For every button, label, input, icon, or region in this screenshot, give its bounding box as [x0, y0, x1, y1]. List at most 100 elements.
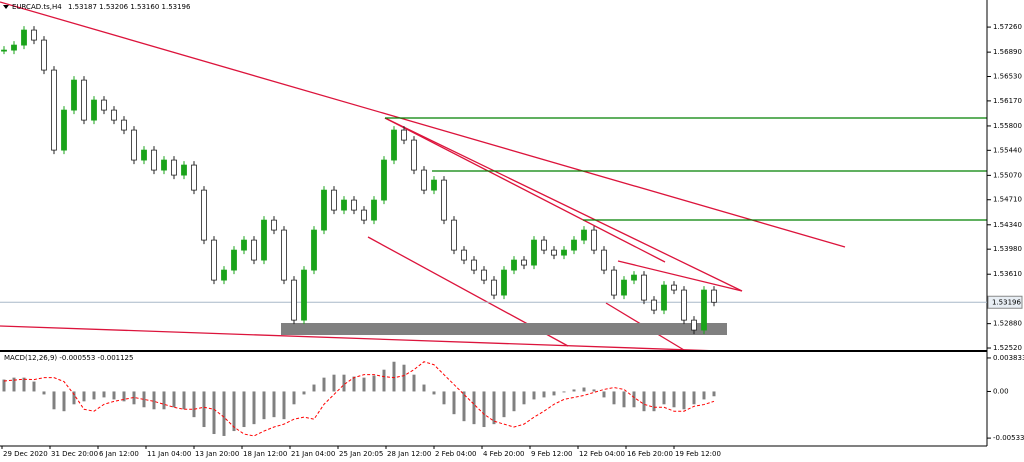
candle-body [11, 44, 17, 51]
x-tick-label: 31 Dec 20:00 [51, 450, 98, 458]
x-tick-label: 28 Jan 12:00 [387, 450, 431, 458]
x-tick-label: 25 Jan 20:05 [339, 450, 383, 458]
macd-bar [622, 391, 626, 408]
candle-body [691, 319, 697, 331]
candle-body [421, 169, 427, 191]
x-tick-label: 9 Feb 12:00 [531, 450, 572, 458]
macd-bar [12, 377, 16, 392]
y-tick-label: 1.55800 [993, 122, 1022, 130]
y-tick-label: 1.52880 [993, 320, 1022, 328]
y-tick-label: 1.54710 [993, 196, 1022, 204]
y-tick-label: 1.56170 [993, 97, 1022, 105]
candle-body [21, 29, 27, 46]
menu-arrow[interactable] [3, 5, 9, 9]
macd-bar [542, 391, 546, 398]
candle-body [441, 179, 447, 221]
candle-body [571, 239, 577, 251]
macd-bar [322, 377, 326, 392]
y-tick-label: 1.55070 [993, 171, 1022, 179]
candle-body [701, 289, 707, 331]
candle-body [651, 299, 657, 311]
macd-bar [492, 391, 496, 425]
x-tick-label: 18 Jan 12:00 [243, 450, 287, 458]
macd-bar [532, 391, 536, 400]
candle-body [181, 164, 187, 176]
candle-body [401, 129, 407, 141]
candle-body [321, 189, 327, 231]
candle-body [51, 69, 57, 151]
macd-bar [82, 391, 86, 402]
candle-body [61, 109, 67, 151]
macd-bar [432, 391, 436, 395]
y-tick-label: 1.53980 [993, 245, 1022, 253]
candle-body [411, 139, 417, 171]
macd-bar [192, 391, 196, 418]
macd-bar [142, 391, 146, 408]
macd-bar [582, 387, 586, 392]
macd-bar [672, 391, 676, 408]
macd-bar [282, 391, 286, 420]
candle-body [501, 269, 507, 296]
signal-line [3, 361, 715, 437]
macd-bar [22, 377, 26, 392]
candle-body [331, 189, 337, 211]
macd-bar [152, 391, 156, 410]
y-tick-label: 1.52520 [993, 344, 1022, 352]
macd-bar [602, 391, 606, 398]
macd-bar [92, 391, 96, 400]
macd-bar [362, 377, 366, 392]
candle-body [371, 199, 377, 221]
candle-body [361, 209, 367, 221]
x-tick-label: 19 Feb 12:00 [675, 450, 721, 458]
candle-body [711, 289, 717, 303]
candle-body [241, 239, 247, 251]
macd-bar [382, 369, 386, 392]
macd-bar [512, 391, 516, 412]
macd-title: MACD(12,26,9) -0.000553 -0.001125 [4, 354, 133, 362]
macd-bar [702, 391, 706, 400]
candle-body [221, 269, 227, 281]
candle-body [531, 239, 537, 266]
x-tick-label: 29 Dec 2020 [3, 450, 48, 458]
candle-body [511, 259, 517, 271]
macd-bar [242, 391, 246, 428]
y-tick-label: 1.57260 [993, 23, 1022, 31]
x-tick-label: 21 Jan 04:00 [291, 450, 335, 458]
y-tick-label: 1.56890 [993, 48, 1022, 56]
macd-bar [212, 391, 216, 435]
macd-bar [472, 391, 476, 425]
candle-body [71, 79, 77, 111]
candle-body [611, 269, 617, 296]
y-tick-label: 1.56530 [993, 73, 1022, 81]
macd-bar [562, 391, 566, 393]
ohlc-values: 1.53187 1.53206 1.53160 1.53196 [68, 3, 191, 11]
candle-body [131, 129, 137, 161]
macd-bar [222, 391, 226, 436]
candle-body [261, 219, 267, 261]
support-zone [281, 323, 727, 335]
candle-body [171, 159, 177, 176]
candle-body [91, 99, 97, 121]
macd-bar [32, 381, 36, 392]
candle-body [471, 259, 477, 271]
candle-body [431, 179, 437, 191]
candle-body [41, 39, 47, 71]
candle-body [201, 189, 207, 241]
macd-bar [172, 391, 176, 408]
last-price-label: 1.53196 [992, 298, 1021, 306]
macd-bar [712, 391, 716, 397]
macd-bar [442, 391, 446, 405]
candle-body [281, 229, 287, 281]
candle-body [251, 239, 257, 261]
y-tick-label: 0.003833 [993, 354, 1024, 362]
macd-bar [402, 364, 406, 392]
macd-bar [202, 391, 206, 428]
macd-bar [42, 391, 46, 395]
macd-bar [642, 391, 646, 412]
macd-bar [592, 389, 596, 392]
candle-body [521, 259, 527, 266]
macd-bar [62, 391, 66, 412]
candle-body [381, 159, 387, 201]
macd-bar [252, 391, 256, 425]
